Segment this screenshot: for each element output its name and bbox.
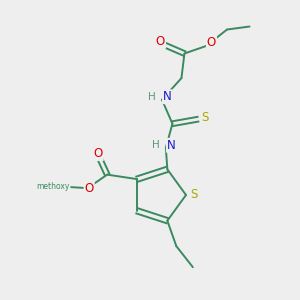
Text: N: N <box>163 90 172 103</box>
Text: N: N <box>167 139 176 152</box>
Text: O: O <box>207 36 216 49</box>
Text: S: S <box>190 188 197 202</box>
Text: S: S <box>201 111 208 124</box>
Text: O: O <box>156 35 165 48</box>
Text: methoxy: methoxy <box>37 182 70 191</box>
Text: H: H <box>148 92 156 102</box>
Text: H: H <box>152 140 160 150</box>
Text: O: O <box>94 147 103 160</box>
Text: O: O <box>85 182 94 195</box>
